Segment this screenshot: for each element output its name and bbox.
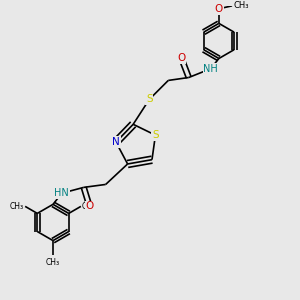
Text: NH: NH	[203, 64, 218, 74]
Text: O: O	[177, 53, 186, 64]
Text: O: O	[177, 53, 186, 64]
Text: HN: HN	[54, 188, 69, 198]
Text: N: N	[112, 137, 120, 147]
Text: NH: NH	[203, 64, 218, 74]
Text: S: S	[146, 94, 153, 104]
Text: O: O	[215, 4, 223, 14]
Text: O: O	[85, 201, 94, 212]
Text: HN: HN	[54, 188, 69, 198]
Text: CH₃: CH₃	[233, 1, 249, 10]
Text: CH₃: CH₃	[82, 202, 96, 211]
Text: O: O	[215, 4, 223, 14]
Text: CH₃: CH₃	[10, 202, 24, 211]
Text: S: S	[146, 94, 153, 104]
Text: S: S	[152, 130, 159, 140]
Text: S: S	[152, 130, 159, 140]
Text: N: N	[112, 137, 120, 147]
Text: O: O	[85, 201, 94, 212]
Text: CH₃: CH₃	[46, 258, 60, 267]
